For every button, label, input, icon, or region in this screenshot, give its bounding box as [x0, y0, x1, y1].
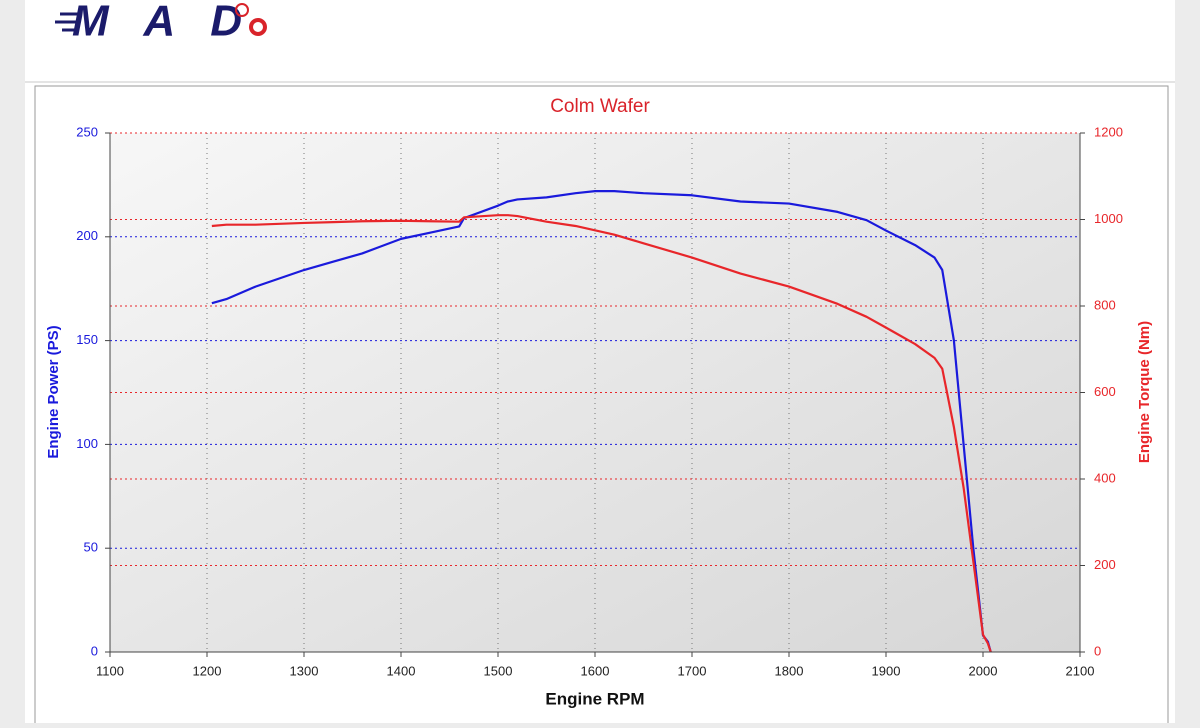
- y2-tick-label: 600: [1094, 384, 1116, 399]
- x-axis-title: Engine RPM: [545, 689, 644, 708]
- x-tick-label: 1800: [775, 663, 804, 678]
- x-tick-label: 1400: [387, 663, 416, 678]
- x-tick-label: 1500: [484, 663, 513, 678]
- series-line: [211, 214, 992, 653]
- y2-tick-label: 1000: [1094, 211, 1123, 226]
- y-tick-label: 250: [76, 124, 98, 139]
- logo-gear: [249, 18, 267, 36]
- y-tick-label: 150: [76, 332, 98, 347]
- y-tick-label: 50: [84, 540, 98, 555]
- y-axis-title: Engine Power (PS): [45, 325, 62, 458]
- y-tick-label: 0: [91, 643, 98, 658]
- chart-title: Colm Wafer: [550, 96, 650, 117]
- series-line: [211, 190, 992, 653]
- x-tick-label: 1200: [193, 663, 222, 678]
- logo-gear: [235, 3, 249, 17]
- logo-speed-lines: [55, 12, 82, 32]
- y2-tick-label: 1200: [1094, 124, 1123, 139]
- y2-axis-title: Engine Torque (Nm): [1136, 321, 1153, 463]
- x-tick-label: 1700: [678, 663, 707, 678]
- x-tick-label: 1600: [581, 663, 610, 678]
- x-tick-label: 2100: [1066, 663, 1095, 678]
- y-tick-label: 100: [76, 436, 98, 451]
- x-tick-label: 1300: [290, 663, 319, 678]
- y-tick-label: 200: [76, 228, 98, 243]
- x-tick-label: 1100: [96, 663, 124, 678]
- x-tick-label: 1900: [872, 663, 901, 678]
- y2-tick-label: 400: [1094, 470, 1116, 485]
- logo: MAD: [72, 0, 242, 46]
- y2-tick-label: 800: [1094, 297, 1116, 312]
- x-tick-label: 2000: [969, 663, 998, 678]
- y2-tick-label: 200: [1094, 557, 1116, 572]
- y2-tick-label: 0: [1094, 643, 1101, 658]
